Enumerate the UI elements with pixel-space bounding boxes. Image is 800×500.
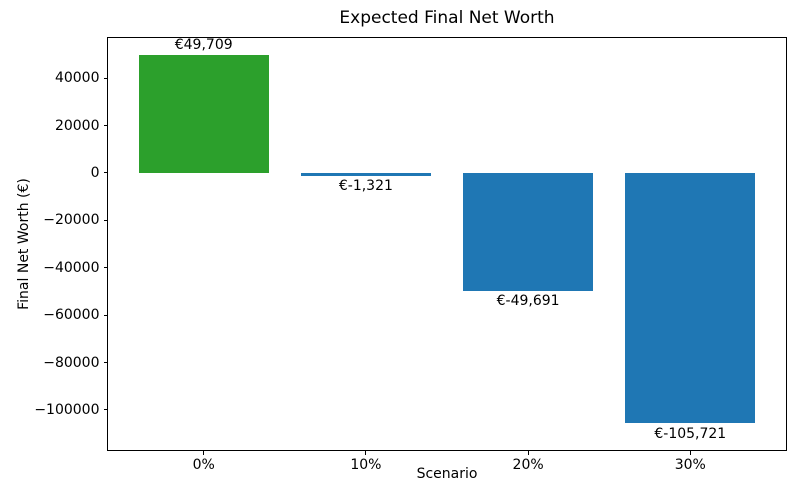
y-tick-mark <box>103 77 108 79</box>
x-tick-label: 10% <box>350 457 382 473</box>
x-tick-mark <box>689 450 691 455</box>
bar-value-label: €-105,721 <box>654 425 727 442</box>
y-tick-label: 20000 <box>54 117 100 134</box>
x-tick-label: 0% <box>192 457 215 473</box>
y-tick-label: −20000 <box>43 212 100 229</box>
bar-20% <box>463 172 593 291</box>
y-tick-mark <box>103 409 108 411</box>
x-tick-label: 30% <box>674 457 706 473</box>
x-tick-mark <box>365 450 367 455</box>
x-tick-mark <box>203 450 205 455</box>
y-tick-label: −100000 <box>34 401 100 418</box>
y-tick-mark <box>103 314 108 316</box>
y-tick-label: 0 <box>90 164 100 181</box>
y-tick-label: −80000 <box>43 354 100 371</box>
x-axis-label: Scenario <box>416 466 478 482</box>
y-tick-label: 40000 <box>54 70 100 87</box>
bar-30% <box>625 172 756 424</box>
y-tick-mark <box>103 219 108 221</box>
y-tick-mark <box>103 172 108 174</box>
y-axis-label: Final Net Worth (€) <box>16 178 32 310</box>
chart-title: Expected Final Net Worth <box>339 8 555 28</box>
bar-0% <box>138 55 269 173</box>
x-tick-mark <box>527 450 529 455</box>
y-tick-label: −40000 <box>43 259 100 276</box>
x-tick-label: 20% <box>512 457 544 473</box>
y-tick-mark <box>103 362 108 364</box>
y-tick-mark <box>103 125 108 127</box>
bar-value-label: €49,709 <box>174 37 233 54</box>
bar-value-label: €-1,321 <box>338 178 393 195</box>
y-tick-mark <box>103 267 108 269</box>
bar-value-label: €-49,691 <box>496 292 560 309</box>
bar-10% <box>301 172 431 177</box>
y-tick-label: −60000 <box>43 307 100 324</box>
